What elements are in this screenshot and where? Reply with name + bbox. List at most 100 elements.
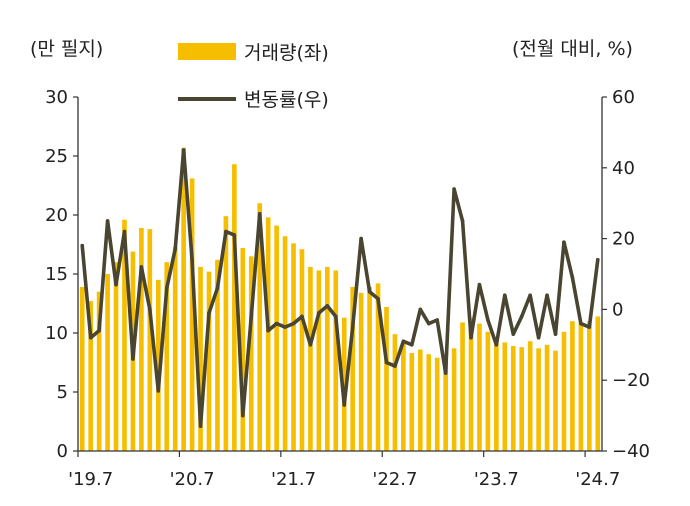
line-point <box>105 219 110 223</box>
bar <box>494 340 499 451</box>
line-point <box>300 314 304 319</box>
line-point <box>452 187 456 191</box>
line-point <box>308 343 313 347</box>
line-point <box>181 148 186 152</box>
line-point <box>139 265 144 269</box>
legend-bar-swatch <box>178 43 236 60</box>
bar <box>325 266 330 451</box>
bar <box>155 279 161 451</box>
bar <box>248 256 254 451</box>
bar <box>341 317 347 451</box>
bar <box>587 321 592 451</box>
line-point <box>410 343 414 347</box>
bar <box>164 262 170 451</box>
line-point <box>190 258 194 262</box>
x-tick-label: '22.7 <box>372 469 417 490</box>
bar <box>265 217 271 451</box>
line-point <box>443 371 448 375</box>
line-point <box>215 286 220 290</box>
bar <box>96 291 102 451</box>
bar <box>198 266 203 451</box>
line-point <box>122 229 127 234</box>
line-point <box>486 318 490 322</box>
bar <box>232 164 237 451</box>
bar <box>88 301 93 451</box>
right-tick-label: 0 <box>612 299 623 320</box>
bar <box>367 286 372 451</box>
line-point <box>519 314 524 319</box>
bar <box>527 341 533 451</box>
bar <box>375 283 381 451</box>
line-point <box>477 282 482 287</box>
bar-series <box>79 147 601 452</box>
line-point <box>325 304 330 308</box>
right-tick-label: −40 <box>612 441 650 462</box>
line-point <box>249 314 254 319</box>
line-path <box>80 148 600 429</box>
bar <box>240 248 246 451</box>
line-point <box>291 321 296 326</box>
line-point <box>164 286 169 290</box>
line-point <box>562 240 566 244</box>
tick-labels: 0 5 10 15 20 25 30 −40 −20 0 20 40 60 '19.7 '20.7 '21.7… <box>45 87 650 490</box>
bar <box>519 347 525 451</box>
line-point <box>148 307 152 312</box>
bar <box>172 246 178 451</box>
bar <box>578 322 584 451</box>
line-point <box>570 275 575 280</box>
line-point <box>545 293 549 298</box>
line-point <box>418 307 423 312</box>
legend-bar-label: 거래량(좌) <box>244 42 329 64</box>
line-point <box>553 332 558 336</box>
bar <box>257 203 263 451</box>
x-tick-label: '23.7 <box>474 469 519 490</box>
left-tick-label: 15 <box>45 264 68 285</box>
left-tick-label: 5 <box>57 382 68 403</box>
line-point <box>88 335 93 340</box>
bar <box>451 348 457 451</box>
bar <box>139 227 144 451</box>
bar <box>291 243 296 451</box>
bar <box>147 229 153 451</box>
bar <box>536 348 541 451</box>
bar <box>409 353 415 451</box>
bar <box>384 307 389 451</box>
line-point <box>274 321 279 326</box>
line-point <box>224 229 228 234</box>
bar <box>333 270 339 451</box>
line-point <box>367 289 372 294</box>
left-tick-label: 30 <box>45 87 68 108</box>
legend: 거래량(좌) 변동률(우) <box>178 42 329 111</box>
line-point <box>426 321 431 326</box>
bar <box>206 271 212 451</box>
x-tick-label: '21.7 <box>271 469 316 490</box>
bar <box>443 355 448 451</box>
line-point <box>173 247 177 252</box>
bar <box>460 322 465 451</box>
axes <box>73 96 607 457</box>
line-point <box>257 212 262 216</box>
bar <box>308 266 313 451</box>
line-point <box>97 328 101 333</box>
bar <box>282 236 288 451</box>
x-tick-label: '24.7 <box>575 469 620 490</box>
bar <box>417 349 423 451</box>
left-tick-label: 10 <box>45 323 68 344</box>
bar <box>595 316 601 451</box>
bar <box>274 225 279 451</box>
x-tick-label: '19.7 <box>68 469 113 490</box>
bar <box>350 286 355 451</box>
line-point <box>359 236 363 241</box>
bar <box>570 321 575 451</box>
left-tick-label: 25 <box>45 146 68 167</box>
bar <box>316 270 322 451</box>
line-point <box>317 311 321 315</box>
bar <box>392 334 398 451</box>
line-point <box>207 311 211 315</box>
bar <box>223 216 229 451</box>
bar <box>468 317 474 451</box>
line-point <box>350 325 355 329</box>
line-point <box>494 343 499 347</box>
line-point <box>333 314 338 319</box>
